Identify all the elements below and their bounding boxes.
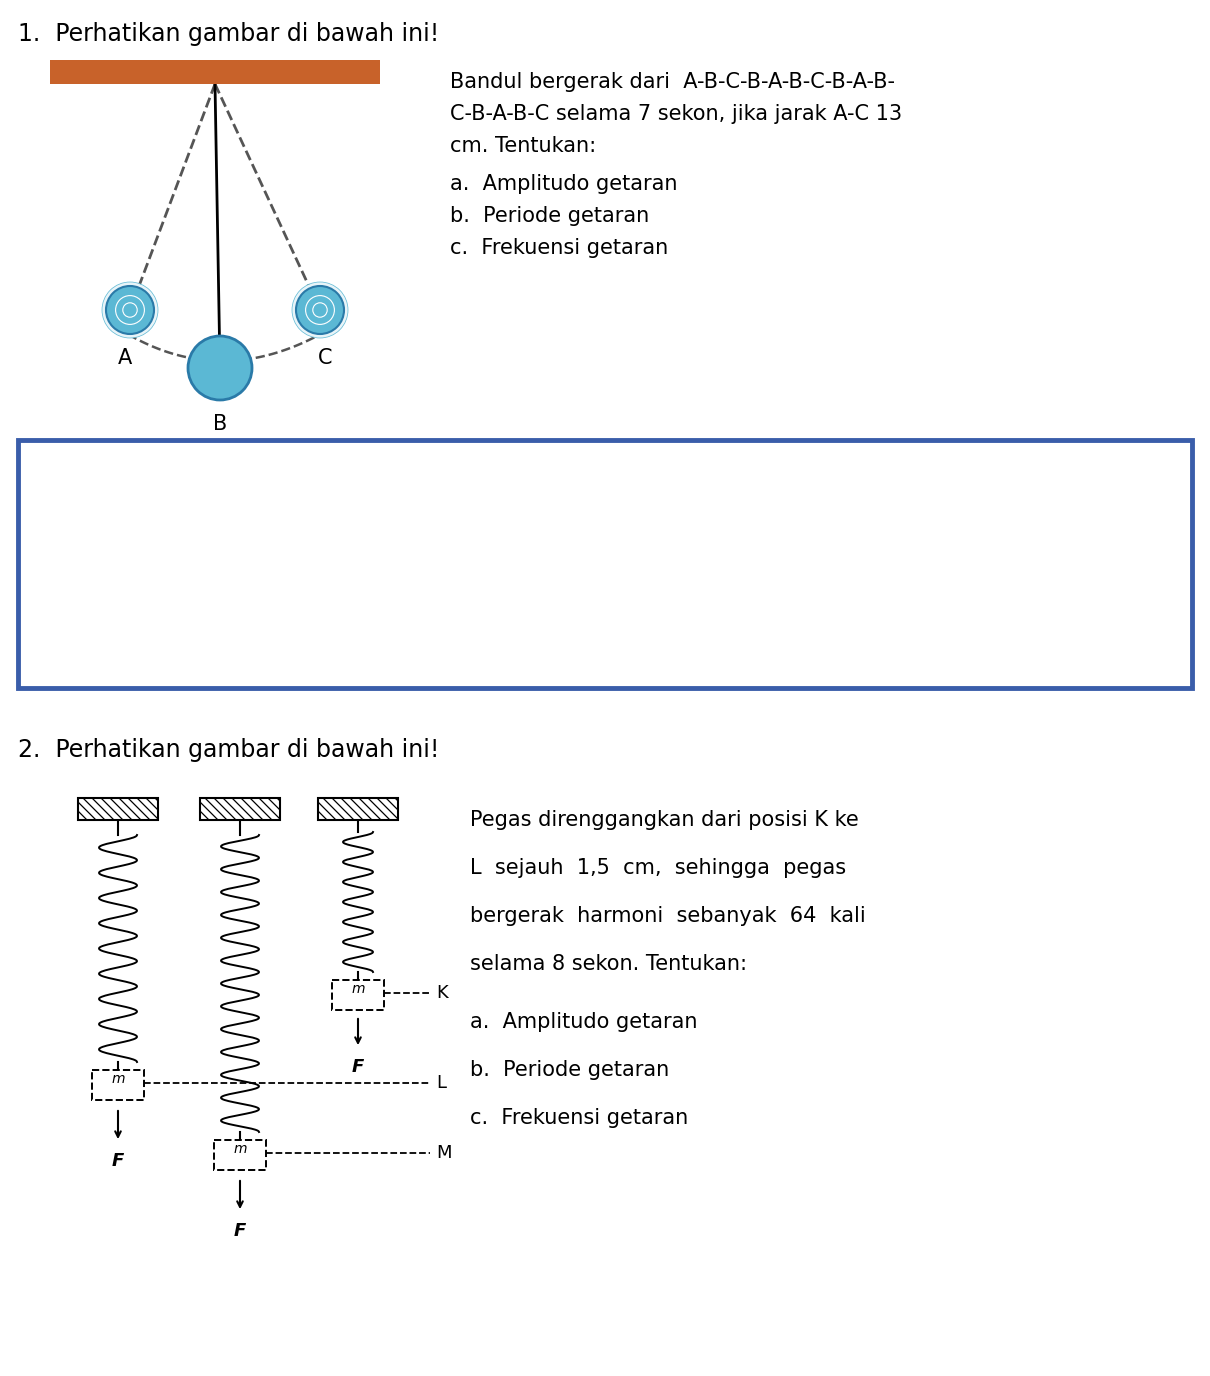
Text: m: m bbox=[234, 1142, 247, 1156]
Text: L: L bbox=[436, 1075, 446, 1093]
Text: F: F bbox=[352, 1058, 364, 1076]
Text: c.  Frekuensi getaran: c. Frekuensi getaran bbox=[469, 1108, 688, 1128]
Circle shape bbox=[102, 282, 159, 338]
Text: C-B-A-B-C selama 7 sekon, jika jarak A-C 13: C-B-A-B-C selama 7 sekon, jika jarak A-C… bbox=[450, 105, 903, 124]
Text: Pegas direnggangkan dari posisi K ke: Pegas direnggangkan dari posisi K ke bbox=[469, 810, 859, 830]
Text: F: F bbox=[111, 1152, 125, 1170]
Text: L  sejauh  1,5  cm,  sehingga  pegas: L sejauh 1,5 cm, sehingga pegas bbox=[469, 859, 846, 878]
FancyBboxPatch shape bbox=[200, 798, 280, 820]
FancyBboxPatch shape bbox=[18, 440, 1192, 688]
Text: B: B bbox=[213, 414, 227, 433]
Text: F: F bbox=[234, 1222, 246, 1240]
Text: cm. Tentukan:: cm. Tentukan: bbox=[450, 136, 597, 155]
Text: a.  Amplitudo getaran: a. Amplitudo getaran bbox=[469, 1011, 697, 1032]
Text: A: A bbox=[117, 348, 132, 367]
Circle shape bbox=[106, 286, 154, 334]
Text: K: K bbox=[436, 984, 448, 1002]
FancyBboxPatch shape bbox=[77, 798, 159, 820]
FancyBboxPatch shape bbox=[332, 980, 384, 1010]
Circle shape bbox=[292, 282, 348, 338]
Text: Bandul bergerak dari  A-B-C-B-A-B-C-B-A-B-: Bandul bergerak dari A-B-C-B-A-B-C-B-A-B… bbox=[450, 72, 895, 92]
FancyBboxPatch shape bbox=[214, 1139, 266, 1170]
Text: b.  Periode getaran: b. Periode getaran bbox=[450, 206, 650, 226]
Text: m: m bbox=[351, 982, 364, 996]
Text: C: C bbox=[318, 348, 333, 367]
FancyBboxPatch shape bbox=[50, 61, 380, 84]
Text: selama 8 sekon. Tentukan:: selama 8 sekon. Tentukan: bbox=[469, 954, 747, 974]
FancyBboxPatch shape bbox=[92, 1071, 144, 1099]
Text: bergerak  harmoni  sebanyak  64  kali: bergerak harmoni sebanyak 64 kali bbox=[469, 905, 865, 926]
Text: b.  Periode getaran: b. Periode getaran bbox=[469, 1060, 669, 1080]
Text: m: m bbox=[111, 1072, 125, 1086]
Text: 2.  Perhatikan gambar di bawah ini!: 2. Perhatikan gambar di bawah ini! bbox=[18, 738, 439, 762]
Text: M: M bbox=[436, 1143, 451, 1161]
Circle shape bbox=[188, 336, 252, 400]
Text: c.  Frekuensi getaran: c. Frekuensi getaran bbox=[450, 238, 668, 259]
FancyBboxPatch shape bbox=[318, 798, 398, 820]
Circle shape bbox=[296, 286, 344, 334]
Text: 1.  Perhatikan gambar di bawah ini!: 1. Perhatikan gambar di bawah ini! bbox=[18, 22, 439, 45]
Text: a.  Amplitudo getaran: a. Amplitudo getaran bbox=[450, 173, 678, 194]
